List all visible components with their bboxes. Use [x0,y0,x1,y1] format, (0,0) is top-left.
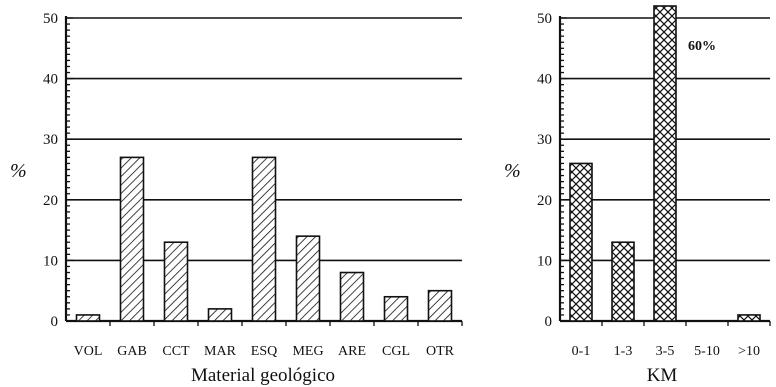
bar-value-annotation: 60% [688,39,716,54]
x-tick-label: VOL [74,344,103,359]
bar [569,162,593,322]
y-tick-label: 30 [43,132,58,148]
x-tick-label: CCT [162,344,190,359]
x-tick-label: ESQ [251,344,277,359]
bar [427,289,453,322]
x-tick-label: >10 [738,344,760,359]
geologic-material-chart: % Material geológico 0 10 20 30 40 50 VOL GAB CC… [10,11,463,386]
bar [611,241,635,322]
x-tick-label: OTR [426,344,455,359]
x-tick-label: 5-10 [694,344,720,359]
y-tick-label: 40 [43,72,58,88]
bar [383,295,409,322]
y-axis-label: % [504,160,521,182]
bar [737,314,761,322]
x-tick-label: CGL [382,344,410,359]
bar [119,156,145,322]
y-tick-label: 30 [537,132,552,148]
y-tick-label: 10 [537,253,552,269]
x-tick-label: MEG [292,344,323,359]
x-tick-label: GAB [117,344,147,359]
bar [75,314,101,322]
bar [653,5,677,322]
y-tick-label: 40 [537,72,552,88]
x-tick-label: 3-5 [656,344,675,359]
y-tick-label: 0 [51,314,59,330]
x-axis-title: KM [647,365,678,386]
y-axis-label: % [10,160,27,182]
bar [163,241,189,322]
x-tick-label: MAR [204,344,237,359]
x-axis-title: Material geológico [191,365,335,386]
y-tick-label: 0 [545,314,553,330]
y-tick-label: 50 [43,11,58,27]
y-tick-label: 20 [537,193,552,209]
bar [251,156,277,322]
y-tick-label: 50 [537,11,552,27]
bar [295,235,321,322]
bar [207,308,233,322]
bar [339,271,365,322]
x-tick-label: 0-1 [572,344,591,359]
x-tick-label: ARE [338,344,366,359]
x-tick-label: 1-3 [614,344,633,359]
distance-km-chart: % KM 60% 0 10 20 30 40 50 0-1 1-3 3-5 5-10 >10 [504,5,771,386]
y-tick-label: 10 [43,253,58,269]
y-tick-label: 20 [43,193,58,209]
